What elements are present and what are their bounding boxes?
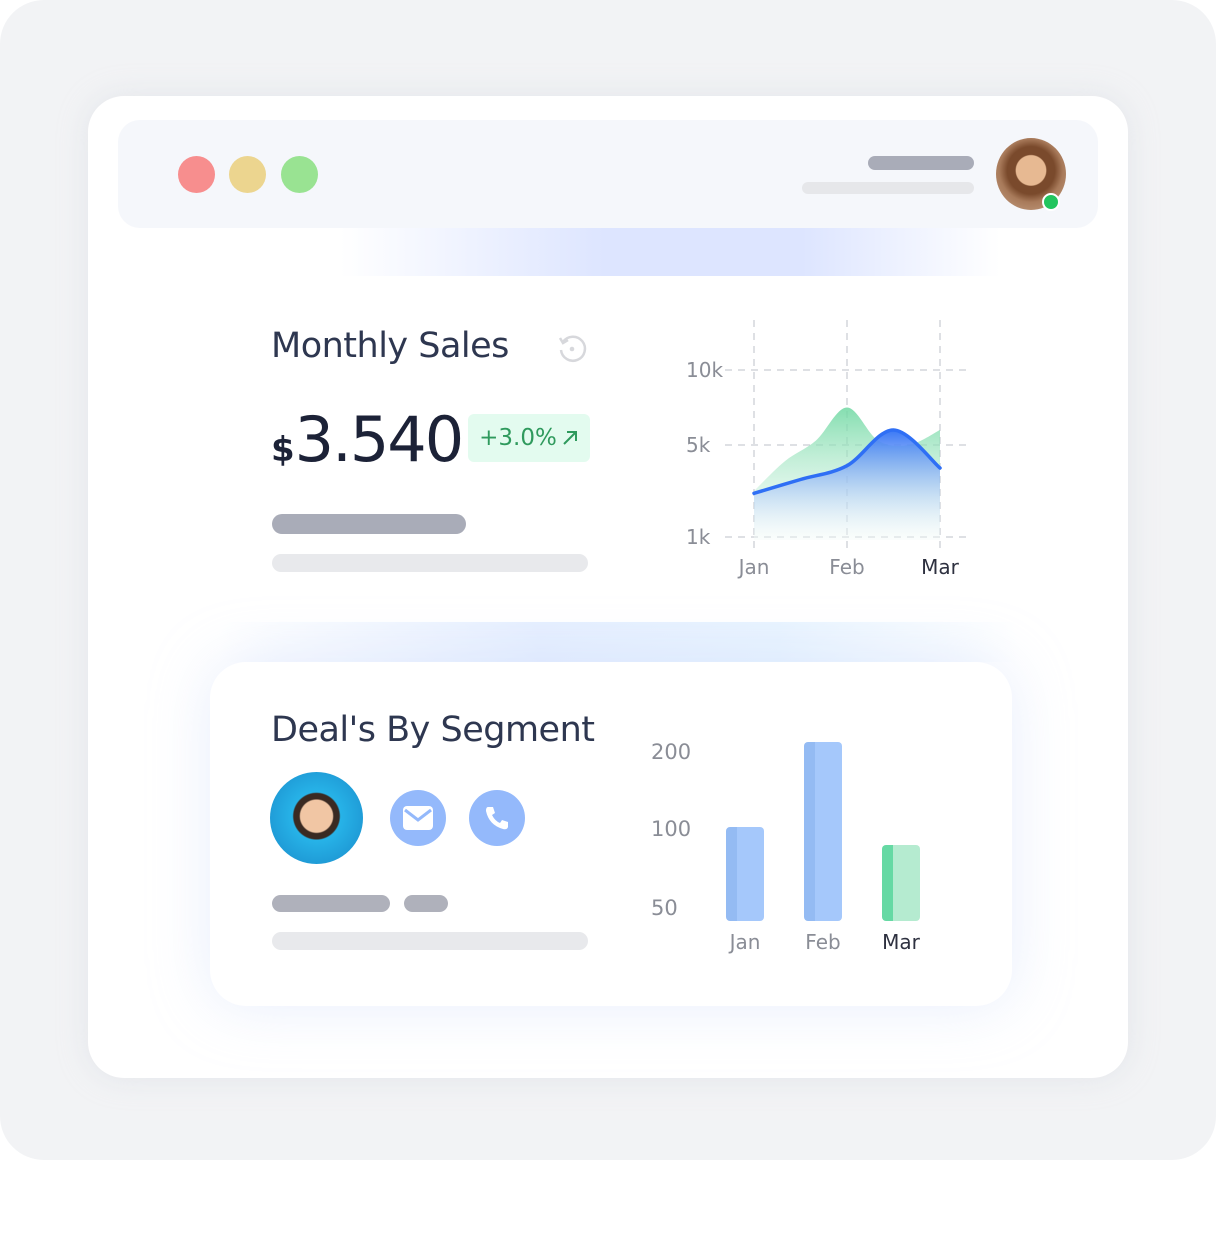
sales-amount: $ 3.540: [271, 403, 464, 476]
refresh-icon[interactable]: [556, 332, 590, 370]
email-button[interactable]: [390, 790, 446, 846]
x-tick-label: Feb: [829, 555, 864, 579]
text-placeholder: [272, 514, 466, 534]
phone-button[interactable]: [469, 790, 525, 846]
contact-avatar[interactable]: [270, 772, 363, 864]
bar: [804, 741, 842, 921]
text-placeholder: [404, 895, 448, 912]
close-window-button[interactable]: [178, 156, 215, 193]
monthly-sales-title: Monthly Sales: [271, 326, 509, 366]
change-value: +3.0%: [479, 425, 557, 451]
y-tick-label: 10k: [686, 358, 723, 382]
x-tick-label: Jan: [729, 930, 761, 954]
monthly-sales-area-chart: 10k 5k 1k Jan Feb Mar: [686, 320, 966, 579]
bar: [882, 844, 920, 921]
username-placeholder: [868, 156, 974, 170]
series-line: [752, 428, 942, 496]
decorative-glow: [220, 622, 1020, 662]
maximize-window-button[interactable]: [281, 156, 318, 193]
text-placeholder: [272, 554, 588, 572]
area-fill: [754, 429, 940, 540]
mail-icon: [403, 806, 433, 830]
text-placeholder: [272, 932, 588, 950]
x-tick-label: Feb: [805, 930, 841, 954]
change-badge: +3.0%: [468, 414, 590, 462]
arrow-up-right-icon: [563, 431, 577, 445]
amount-value: 3.540: [294, 403, 464, 476]
x-tick-label: Mar: [882, 930, 920, 954]
online-status-indicator: [1042, 193, 1060, 211]
y-tick-label: 1k: [686, 525, 711, 549]
y-tick-label: 5k: [686, 433, 711, 457]
x-tick-label: Mar: [921, 555, 960, 579]
bar: [726, 826, 764, 921]
currency-symbol: $: [271, 430, 295, 470]
decorative-glow: [340, 228, 1000, 276]
text-placeholder: [272, 895, 390, 912]
y-tick-label: 100: [651, 817, 692, 841]
y-tick-label: 200: [651, 740, 692, 764]
subtitle-placeholder: [802, 182, 974, 194]
y-tick-label: 50: [651, 896, 678, 920]
phone-icon: [486, 807, 508, 830]
minimize-window-button[interactable]: [229, 156, 266, 193]
deals-title: Deal's By Segment: [271, 710, 595, 750]
x-tick-label: Jan: [737, 555, 770, 579]
